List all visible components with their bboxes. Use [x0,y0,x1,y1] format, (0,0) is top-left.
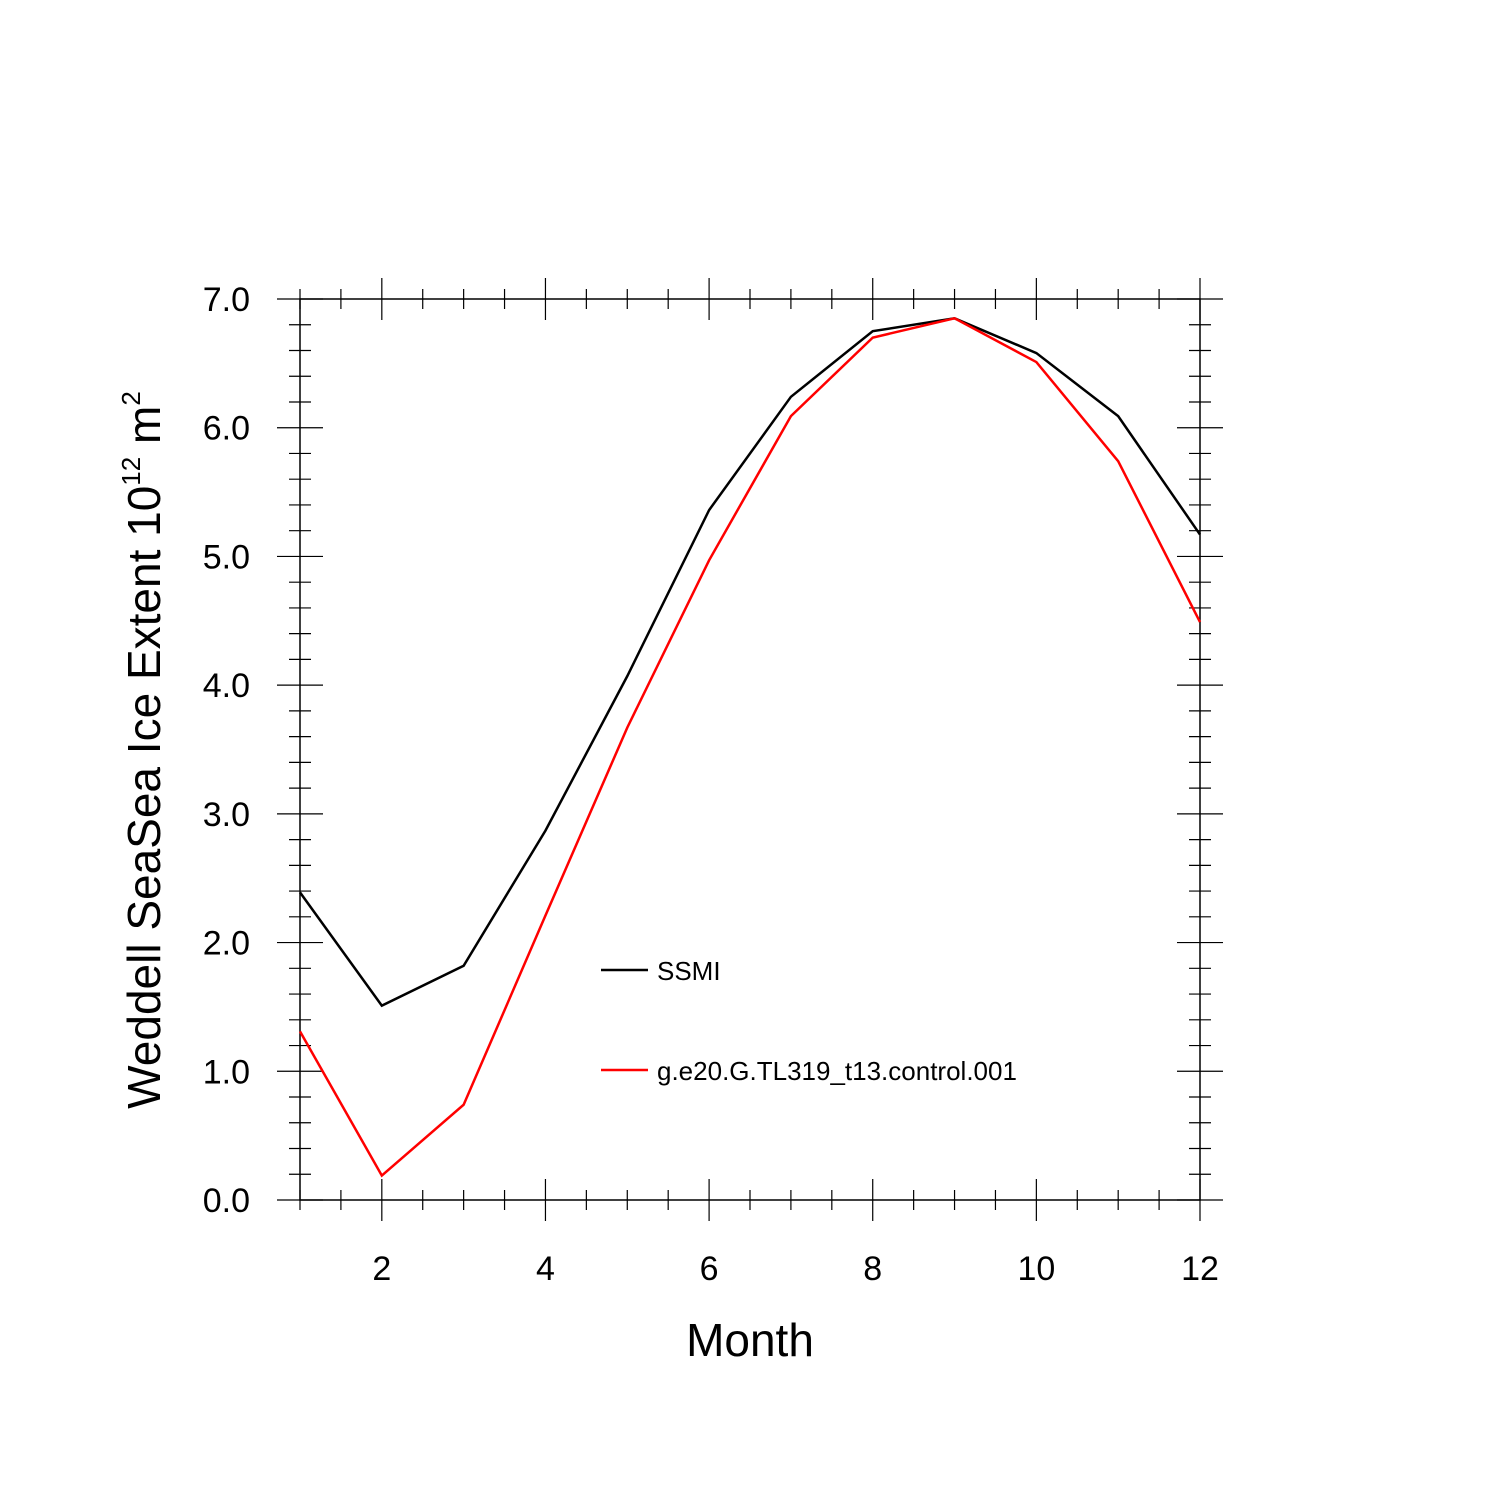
y-tick-label: 6.0 [203,410,250,448]
legend-label-ssmi: SSMI [657,956,721,986]
y-tick-label: 5.0 [203,538,250,576]
series-line-ssmi [298,317,1202,1008]
series-lines [298,316,1202,1178]
x-tick-label: 10 [1017,1250,1055,1288]
y-tick-label: 1.0 [203,1053,250,1091]
y-tick-label: 0.0 [203,1182,250,1220]
y-axis-title-unit-exponent: 2 [116,391,146,405]
y-tick-label: 4.0 [203,667,250,705]
x-axis-title: Month [686,1314,814,1366]
y-tick-label: 2.0 [203,925,250,963]
x-tick-label: 6 [700,1250,719,1288]
legend: SSMI g.e20.G.TL319_t13.control.001 [601,956,1017,1086]
y-tick-label: 3.0 [203,796,250,834]
x-tick-label: 8 [863,1250,882,1288]
x-tick-label: 12 [1181,1250,1219,1288]
y-tick-label: 7.0 [203,281,250,319]
y-axis-title-exponent: 12 [116,457,146,486]
y-axis-title: Weddell SeaSea Ice Extent 1012 m2 [116,391,170,1109]
x-tick-label: 2 [372,1250,391,1288]
y-axis-title-unit: m [118,406,170,457]
legend-label-control: g.e20.G.TL319_t13.control.001 [657,1056,1017,1086]
series-line-control [298,316,1202,1178]
x-tick-label: 4 [536,1250,555,1288]
tick-labels: 2 4 6 8 10 12 0.0 1.0 2.0 3.0 4.0 5.0 6.0 7.0 [203,281,1219,1288]
y-axis-title-main: Weddell SeaSea Ice Extent 10 [118,486,170,1109]
